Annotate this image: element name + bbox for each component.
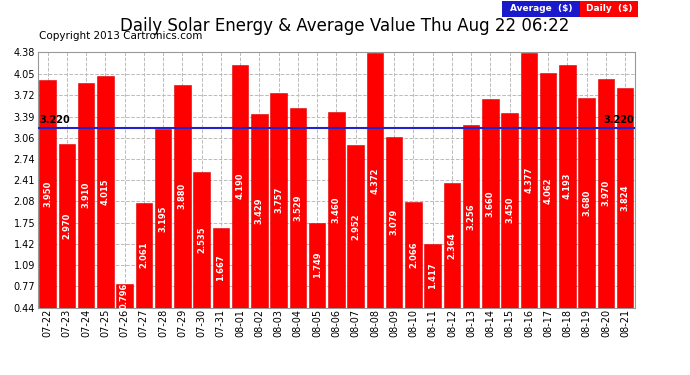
Text: 3.950: 3.950 — [43, 181, 52, 207]
Text: Daily  ($): Daily ($) — [586, 4, 632, 13]
Text: 3.256: 3.256 — [466, 203, 475, 229]
Text: 3.079: 3.079 — [390, 209, 399, 235]
Bar — [366, 53, 383, 307]
Text: 4.062: 4.062 — [544, 177, 553, 204]
Bar — [348, 145, 364, 308]
Text: 2.066: 2.066 — [409, 242, 418, 268]
Bar — [309, 223, 325, 308]
Text: Copyright 2013 Cartronics.com: Copyright 2013 Cartronics.com — [39, 31, 202, 41]
Text: 3.970: 3.970 — [602, 180, 611, 206]
Bar — [482, 99, 499, 308]
Text: 3.910: 3.910 — [81, 182, 90, 209]
Text: 3.220: 3.220 — [39, 115, 70, 125]
Bar — [578, 98, 595, 308]
Bar — [39, 80, 56, 308]
Text: 3.195: 3.195 — [159, 205, 168, 232]
Bar — [155, 129, 171, 308]
Text: 2.970: 2.970 — [62, 213, 71, 239]
Text: 2.061: 2.061 — [139, 242, 148, 268]
Bar — [117, 285, 132, 308]
Text: 3.680: 3.680 — [582, 189, 591, 216]
Text: 4.015: 4.015 — [101, 178, 110, 205]
Bar — [617, 88, 633, 308]
Bar — [328, 112, 344, 308]
Text: 1.417: 1.417 — [428, 262, 437, 289]
Text: 3.757: 3.757 — [274, 187, 283, 213]
Text: 3.429: 3.429 — [255, 198, 264, 224]
Text: 3.460: 3.460 — [332, 196, 341, 223]
Bar — [521, 53, 537, 307]
Bar — [174, 85, 190, 308]
Bar — [502, 113, 518, 308]
Text: 4.193: 4.193 — [563, 173, 572, 199]
Text: 2.535: 2.535 — [197, 226, 206, 253]
Text: 1.749: 1.749 — [313, 252, 322, 278]
Bar — [232, 65, 248, 308]
Text: 2.364: 2.364 — [447, 232, 456, 258]
Text: 4.190: 4.190 — [235, 173, 245, 200]
Bar — [386, 137, 402, 308]
Bar — [424, 244, 441, 308]
Bar — [598, 79, 614, 308]
Bar — [97, 76, 114, 308]
Bar — [251, 114, 268, 308]
Bar — [463, 125, 480, 308]
Text: 3.824: 3.824 — [621, 185, 630, 211]
Bar — [136, 202, 152, 308]
Text: Daily Solar Energy & Average Value Thu Aug 22 06:22: Daily Solar Energy & Average Value Thu A… — [120, 17, 570, 35]
Bar — [444, 183, 460, 308]
Text: 3.660: 3.660 — [486, 190, 495, 216]
Text: 4.372: 4.372 — [371, 167, 380, 194]
Bar — [540, 73, 556, 308]
Bar — [290, 108, 306, 307]
Bar — [193, 172, 210, 308]
Text: 4.377: 4.377 — [524, 167, 533, 193]
Text: 0.796: 0.796 — [120, 283, 129, 309]
Text: 3.450: 3.450 — [505, 197, 514, 223]
Bar — [59, 144, 75, 308]
Bar — [270, 93, 287, 308]
Text: Average  ($): Average ($) — [510, 4, 572, 13]
Text: 2.952: 2.952 — [351, 213, 360, 240]
Text: 3.220: 3.220 — [603, 115, 634, 125]
Text: 3.880: 3.880 — [178, 183, 187, 209]
Bar — [213, 228, 229, 308]
Text: 3.529: 3.529 — [293, 194, 302, 221]
Text: 1.667: 1.667 — [217, 255, 226, 281]
Bar — [78, 83, 95, 308]
Bar — [559, 64, 575, 308]
Bar — [405, 202, 422, 308]
